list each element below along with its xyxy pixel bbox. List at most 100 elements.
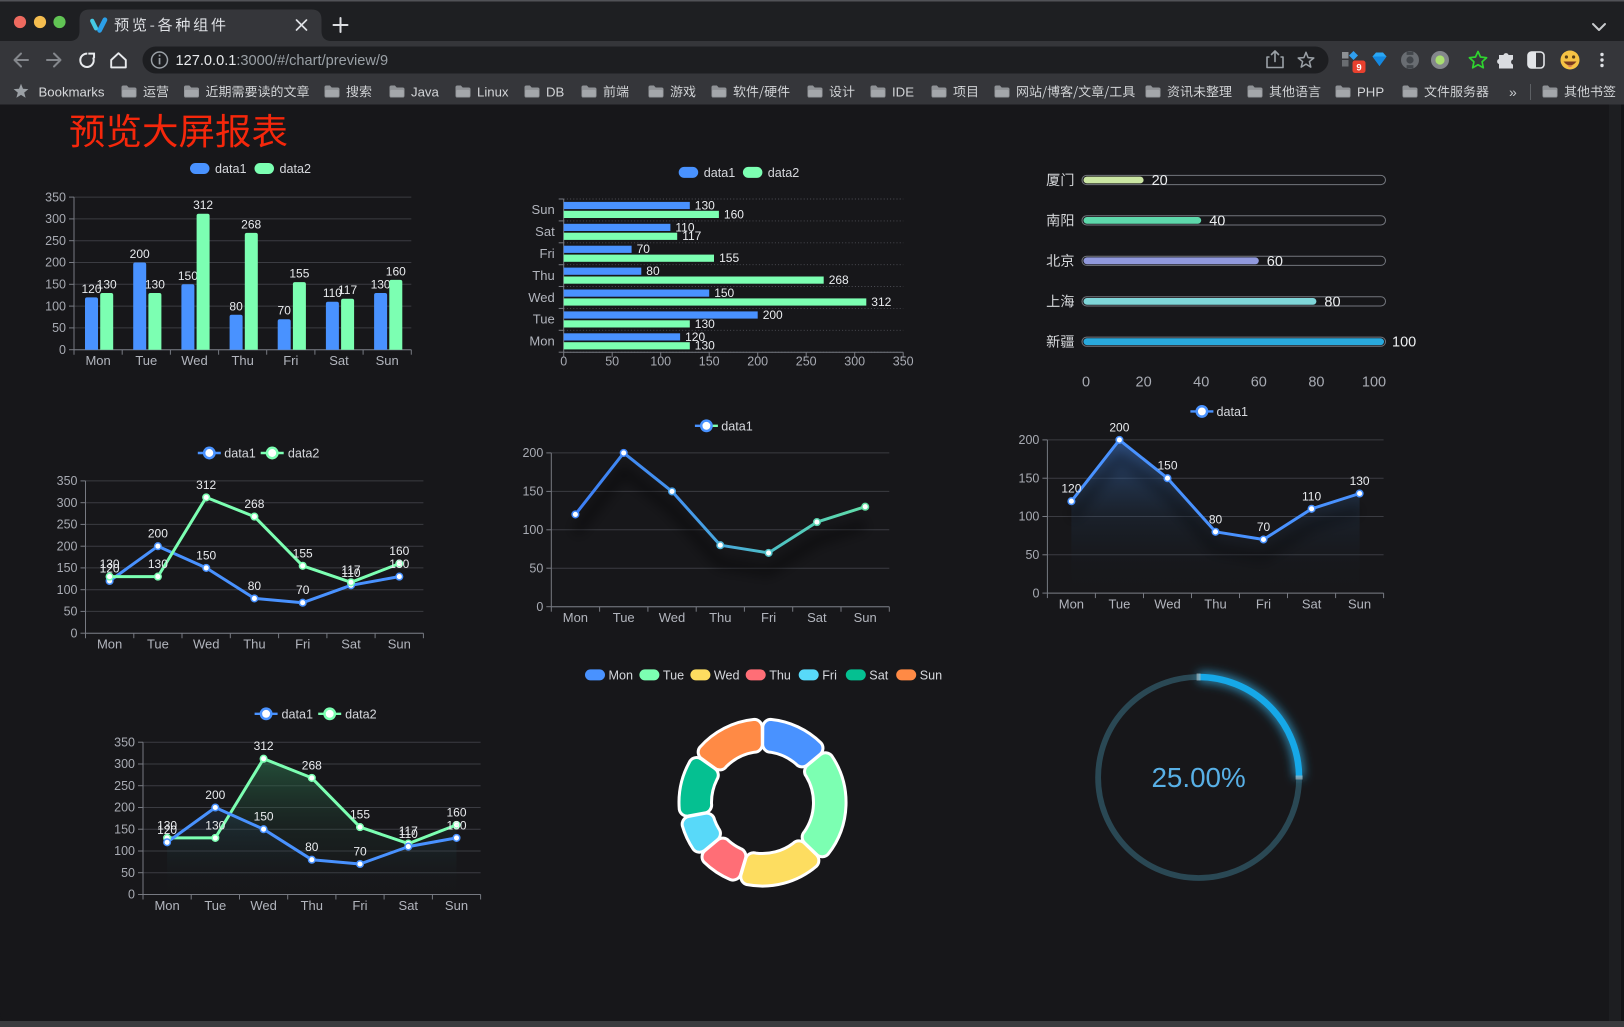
svg-text:PHP: PHP xyxy=(1357,85,1384,100)
svg-text:130: 130 xyxy=(100,557,120,571)
svg-text:120: 120 xyxy=(685,330,705,344)
svg-text:150: 150 xyxy=(254,810,274,824)
svg-text:Tue: Tue xyxy=(613,610,635,625)
svg-text:160: 160 xyxy=(724,207,744,221)
svg-text:Tue: Tue xyxy=(135,353,157,368)
svg-text:80: 80 xyxy=(646,264,660,278)
svg-text:312: 312 xyxy=(193,198,213,212)
svg-text:0: 0 xyxy=(536,600,543,614)
svg-text:250: 250 xyxy=(57,518,78,532)
svg-text:Wed: Wed xyxy=(181,353,208,368)
svg-text:Mon: Mon xyxy=(563,610,588,625)
svg-text:Fri: Fri xyxy=(540,246,555,261)
svg-text:110: 110 xyxy=(675,220,694,234)
svg-text:Wed: Wed xyxy=(528,290,555,305)
svg-text:Tue: Tue xyxy=(147,637,169,652)
svg-text:300: 300 xyxy=(45,212,66,226)
svg-text:80: 80 xyxy=(248,579,262,593)
svg-text:100: 100 xyxy=(522,523,543,537)
svg-text:300: 300 xyxy=(114,757,135,771)
svg-text:80: 80 xyxy=(229,299,243,313)
svg-text:130: 130 xyxy=(1350,474,1370,488)
svg-text:120: 120 xyxy=(81,282,101,296)
svg-text:80: 80 xyxy=(305,840,319,854)
svg-text:160: 160 xyxy=(389,544,409,558)
svg-text:312: 312 xyxy=(871,295,891,309)
svg-text:160: 160 xyxy=(386,264,406,278)
svg-text:Sat: Sat xyxy=(399,898,419,913)
svg-text:117: 117 xyxy=(682,229,701,243)
svg-text:Tue: Tue xyxy=(533,312,555,327)
svg-text:data1: data1 xyxy=(215,162,247,176)
svg-text:200: 200 xyxy=(114,801,135,815)
svg-text:80: 80 xyxy=(1209,512,1223,526)
svg-text:Sat: Sat xyxy=(535,224,555,239)
svg-text:Tue: Tue xyxy=(663,668,684,682)
svg-text:150: 150 xyxy=(522,485,543,499)
svg-text:80: 80 xyxy=(1308,375,1324,391)
svg-text:Thu: Thu xyxy=(243,637,265,652)
svg-text:Sat: Sat xyxy=(869,668,888,682)
svg-text:40: 40 xyxy=(1209,213,1225,229)
svg-text:60: 60 xyxy=(1267,254,1283,270)
svg-text:data1: data1 xyxy=(1217,405,1249,419)
svg-text:200: 200 xyxy=(1109,420,1129,434)
svg-text:200: 200 xyxy=(45,256,66,270)
svg-text:200: 200 xyxy=(747,355,768,369)
svg-text:0: 0 xyxy=(1032,586,1039,600)
svg-text:130: 130 xyxy=(97,278,117,292)
svg-text:Sun: Sun xyxy=(1348,597,1371,612)
svg-text:80: 80 xyxy=(1324,294,1340,310)
svg-text:Fri: Fri xyxy=(295,637,310,652)
svg-text:Thu: Thu xyxy=(231,353,253,368)
svg-text:70: 70 xyxy=(1257,520,1271,534)
svg-text:Thu: Thu xyxy=(532,268,554,283)
svg-text:Wed: Wed xyxy=(659,610,686,625)
svg-text:Fri: Fri xyxy=(761,610,776,625)
svg-text:130: 130 xyxy=(389,557,409,571)
svg-text:Fri: Fri xyxy=(822,668,837,682)
svg-text:200: 200 xyxy=(130,247,150,261)
svg-text:200: 200 xyxy=(763,308,783,322)
svg-text:70: 70 xyxy=(637,242,651,256)
svg-text:data1: data1 xyxy=(282,707,314,721)
svg-text:200: 200 xyxy=(205,788,225,802)
svg-text:150: 150 xyxy=(114,822,135,836)
svg-text:350: 350 xyxy=(45,190,66,204)
svg-text:0: 0 xyxy=(1082,375,1090,391)
svg-text:250: 250 xyxy=(796,355,817,369)
svg-text:250: 250 xyxy=(45,234,66,248)
svg-text:130: 130 xyxy=(148,557,168,571)
svg-text:150: 150 xyxy=(45,278,66,292)
svg-text:130: 130 xyxy=(157,818,177,832)
svg-text:Tue: Tue xyxy=(1108,597,1130,612)
svg-text:150: 150 xyxy=(1157,459,1177,473)
svg-text:150: 150 xyxy=(714,286,734,300)
svg-text:Sun: Sun xyxy=(388,637,411,652)
svg-text:130: 130 xyxy=(695,339,715,353)
svg-text:Fri: Fri xyxy=(283,353,298,368)
svg-text:0: 0 xyxy=(59,343,66,357)
svg-text:Mon: Mon xyxy=(1059,597,1084,612)
svg-text:Thu: Thu xyxy=(769,668,791,682)
svg-text:Sun: Sun xyxy=(854,610,877,625)
svg-text:150: 150 xyxy=(196,548,216,562)
svg-text:110: 110 xyxy=(399,827,418,841)
svg-text:350: 350 xyxy=(114,735,135,749)
svg-text:150: 150 xyxy=(1019,471,1040,485)
svg-text:9: 9 xyxy=(1356,63,1361,74)
svg-text:data2: data2 xyxy=(280,162,312,176)
svg-text:117: 117 xyxy=(399,824,418,838)
svg-text:70: 70 xyxy=(353,845,367,859)
svg-text:50: 50 xyxy=(64,605,78,619)
svg-text:150: 150 xyxy=(178,269,198,283)
svg-text:155: 155 xyxy=(719,251,739,265)
svg-text:155: 155 xyxy=(293,546,313,560)
svg-text:data1: data1 xyxy=(704,166,736,180)
svg-text:Wed: Wed xyxy=(193,637,220,652)
svg-text:50: 50 xyxy=(1025,548,1039,562)
svg-text:110: 110 xyxy=(341,566,360,580)
svg-text:Mon: Mon xyxy=(529,334,554,349)
svg-text:127.0.0.1:3000/#/chart/preview: 127.0.0.1:3000/#/chart/preview/9 xyxy=(176,53,389,69)
svg-text:268: 268 xyxy=(244,497,264,511)
